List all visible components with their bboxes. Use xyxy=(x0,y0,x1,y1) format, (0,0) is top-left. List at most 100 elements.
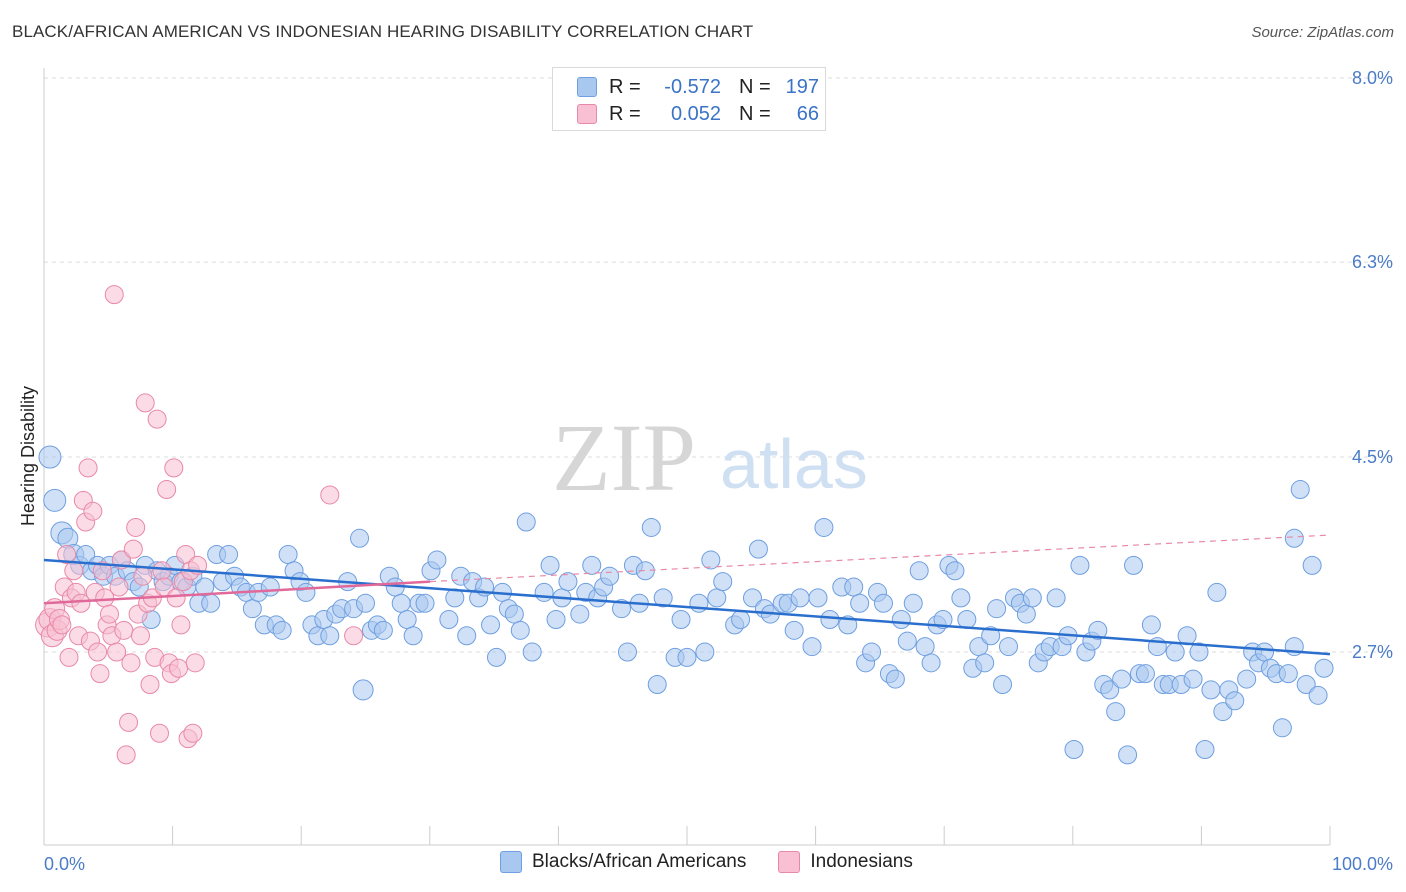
data-point xyxy=(891,610,911,630)
watermark: ZIP atlas xyxy=(552,404,868,511)
data-point xyxy=(109,577,129,597)
data-point xyxy=(850,593,870,613)
data-point xyxy=(516,512,536,532)
data-point xyxy=(1314,658,1334,678)
data-point xyxy=(52,615,72,635)
data-point xyxy=(707,588,727,608)
data-point xyxy=(945,561,965,581)
data-point xyxy=(1135,664,1155,684)
data-point xyxy=(135,393,155,413)
legend-n-value: 66 xyxy=(796,102,819,125)
data-point xyxy=(1302,555,1322,575)
legend-r-label: R = xyxy=(609,75,641,98)
data-point xyxy=(522,642,542,662)
data-point xyxy=(356,593,375,613)
data-point xyxy=(1106,702,1126,722)
data-point xyxy=(993,674,1013,694)
correlation-legend: R = -0.572 N = 197 R = 0.052 N = 66 xyxy=(552,67,826,131)
data-point xyxy=(844,577,864,597)
data-point xyxy=(344,626,364,646)
data-point xyxy=(59,647,79,667)
data-point xyxy=(1046,588,1066,608)
data-point xyxy=(635,561,655,581)
chart-title: BLACK/AFRICAN AMERICAN VS INDONESIAN HEA… xyxy=(12,22,754,41)
data-point xyxy=(999,637,1018,657)
data-point xyxy=(862,642,882,662)
data-point xyxy=(641,517,661,537)
data-point xyxy=(1112,669,1132,689)
data-point xyxy=(1195,739,1215,759)
data-point xyxy=(957,610,977,630)
data-point xyxy=(116,745,136,765)
data-point xyxy=(915,637,935,657)
data-point xyxy=(107,642,127,662)
data-point xyxy=(1141,615,1161,635)
data-point xyxy=(1016,604,1036,624)
trend-layer xyxy=(43,534,1331,656)
data-point xyxy=(185,653,205,673)
data-point xyxy=(71,593,91,613)
data-point xyxy=(481,615,501,635)
data-point xyxy=(157,480,177,500)
data-point xyxy=(114,620,134,640)
data-point xyxy=(1284,528,1304,548)
data-point xyxy=(352,679,374,701)
data-point xyxy=(272,620,292,640)
legend-n-label: N = xyxy=(739,102,771,125)
data-point xyxy=(504,604,524,624)
data-point xyxy=(713,572,733,592)
data-point xyxy=(1070,555,1090,575)
y-tick-label: 6.3% xyxy=(1352,252,1393,272)
series-legend: Blacks/African Americans Indonesians xyxy=(500,851,945,873)
data-point xyxy=(1296,674,1316,694)
data-point xyxy=(617,642,637,662)
legend-row-indonesians: R = 0.052 N = 66 xyxy=(577,101,819,127)
data-point xyxy=(510,620,530,640)
data-point xyxy=(987,599,1007,619)
data-point xyxy=(169,658,189,678)
data-point xyxy=(43,488,67,512)
legend-swatch-blacks xyxy=(577,77,597,97)
data-point xyxy=(731,610,751,630)
legend-r-label: R = xyxy=(609,102,641,125)
data-point xyxy=(119,712,139,732)
trend-line-indonesians-extension xyxy=(429,534,1331,583)
data-point xyxy=(320,485,340,505)
data-point xyxy=(1213,702,1233,722)
legend-r-value: 0.052 xyxy=(670,102,721,125)
data-point xyxy=(415,593,435,613)
data-point xyxy=(391,593,411,613)
data-point xyxy=(1118,745,1138,765)
data-point xyxy=(427,550,447,570)
data-point xyxy=(534,582,554,602)
data-point xyxy=(1022,588,1042,608)
series-legend-label-indonesians: Indonesians xyxy=(810,851,913,872)
data-point xyxy=(219,545,239,565)
data-point xyxy=(808,588,828,608)
data-point xyxy=(99,604,119,624)
data-point xyxy=(695,642,715,662)
data-point xyxy=(951,588,971,608)
data-point xyxy=(457,626,477,646)
series-legend-label-blacks: Blacks/African Americans xyxy=(532,851,747,872)
data-point xyxy=(296,582,316,602)
y-axis-title: Hearing Disability xyxy=(18,386,38,526)
data-point xyxy=(653,588,673,608)
source-label: Source: ZipAtlas.com xyxy=(1251,24,1394,41)
legend-r-value: -0.572 xyxy=(664,75,721,98)
data-point xyxy=(1201,680,1221,700)
data-point xyxy=(600,566,620,586)
data-point xyxy=(671,610,691,630)
data-point xyxy=(981,626,1001,646)
data-point xyxy=(439,610,459,630)
data-point xyxy=(1165,642,1185,662)
data-point xyxy=(92,561,112,581)
data-point xyxy=(123,539,143,559)
y-tick-label: 2.7% xyxy=(1352,642,1393,662)
trend-line-blacks xyxy=(43,558,1331,656)
series-legend-item-blacks: Blacks/African Americans xyxy=(500,851,746,873)
series-indonesians xyxy=(35,285,364,765)
data-point xyxy=(320,626,340,646)
x-tick-label-min: 0.0% xyxy=(44,854,85,874)
